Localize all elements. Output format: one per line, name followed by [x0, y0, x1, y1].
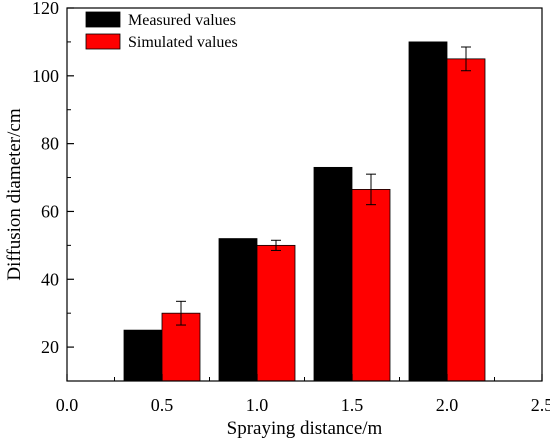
bar-measured-3: [408, 41, 448, 382]
y-tick-label-4: 100: [32, 66, 59, 86]
legend-swatch-0: [85, 11, 121, 28]
bar-simulated-1: [256, 244, 296, 382]
legend-label-0: Measured values: [128, 12, 236, 29]
x-tick-label-5: 2.5: [531, 395, 550, 415]
bar-simulated-2: [351, 189, 391, 382]
bar-measured-0: [123, 329, 163, 382]
legend-item-0: Measured values: [85, 11, 236, 29]
error-bar-0: [176, 300, 186, 326]
y-ticks-group: 20 40 60 80 100 120: [32, 0, 74, 357]
bar-measured-1: [218, 238, 258, 382]
bar-measured-2: [313, 166, 353, 382]
legend-swatch-1: [85, 33, 121, 50]
error-bar-3: [461, 46, 471, 72]
legend: Measured values Simulated values: [85, 11, 238, 51]
bars-group: [123, 41, 486, 382]
bar-simulated-3: [446, 58, 486, 382]
error-bar-1: [271, 239, 281, 251]
y-tick-label-2: 60: [41, 201, 59, 221]
legend-label-1: Simulated values: [128, 34, 238, 51]
y-tick-label-0: 20: [41, 337, 59, 357]
error-bars-group: [176, 46, 471, 326]
y-tick-label-1: 40: [41, 269, 59, 289]
x-ticks-group: 0.0 0.5 1.0 1.5 2.0 2.5: [56, 374, 550, 415]
x-tick-label-0: 0.0: [56, 395, 79, 415]
y-axis-title: Diffusion diameter/cm: [4, 108, 25, 280]
y-tick-label-5: 120: [32, 0, 59, 18]
x-tick-label-1: 0.5: [151, 395, 174, 415]
x-tick-label-4: 2.0: [436, 395, 459, 415]
x-tick-label-3: 1.5: [341, 395, 364, 415]
y-tick-label-3: 80: [41, 134, 59, 154]
error-bar-2: [366, 173, 376, 206]
x-axis-title: Spraying distance/m: [227, 418, 383, 439]
x-tick-label-2: 1.0: [246, 395, 269, 415]
legend-item-1: Simulated values: [85, 33, 238, 51]
